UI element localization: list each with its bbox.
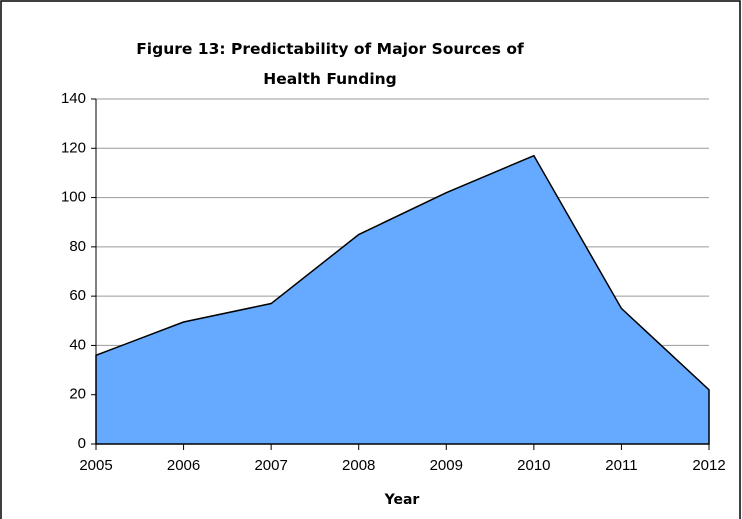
area xyxy=(95,154,710,445)
x-tick-label: 2012 xyxy=(692,457,725,474)
y-tick-label: 100 xyxy=(61,189,86,206)
y-tick-label: 80 xyxy=(69,238,86,255)
x-tick-label: 2008 xyxy=(342,457,375,474)
y-tick-label: 20 xyxy=(69,386,86,403)
y-tick-label: 60 xyxy=(69,287,86,304)
chart-title: Figure 13: Predictability of Major Sourc… xyxy=(136,40,524,88)
x-tick-label: 2010 xyxy=(517,457,550,474)
x-tick-label: 2006 xyxy=(167,457,200,474)
x-tick-label: 2005 xyxy=(79,457,112,474)
y-tick-label: 120 xyxy=(61,139,86,156)
x-tick-label: 2009 xyxy=(430,457,463,474)
y-tick-label: 0 xyxy=(78,435,86,452)
x-tick-label: 2007 xyxy=(254,457,287,474)
y-tick-label: 40 xyxy=(69,336,86,353)
x-tick-label: 2011 xyxy=(605,457,637,474)
x-axis-label: Year xyxy=(384,492,420,508)
y-tick-label: 140 xyxy=(61,90,86,107)
